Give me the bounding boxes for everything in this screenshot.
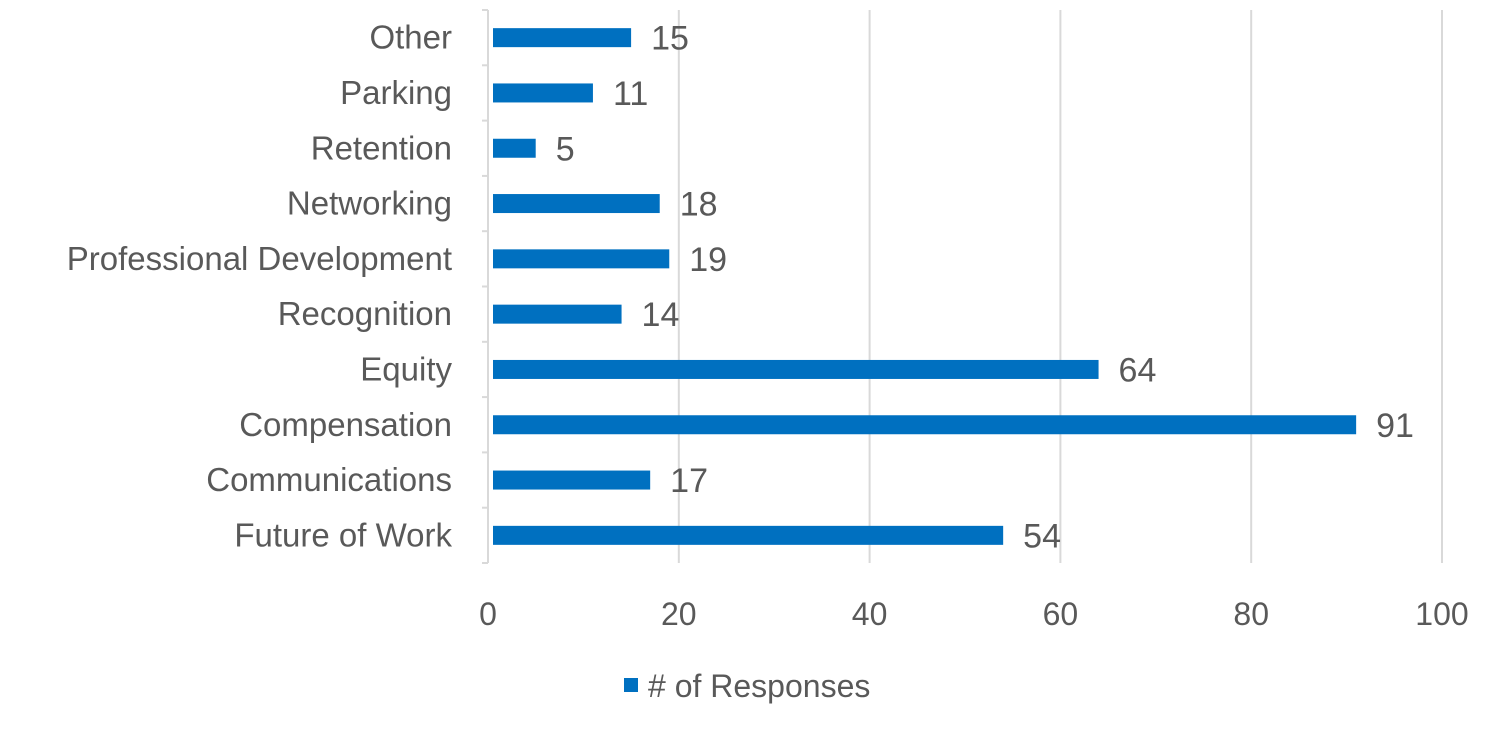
- x-tick-label: 0: [479, 596, 497, 632]
- x-tick-label: 60: [1043, 596, 1079, 632]
- category-label: Recognition: [278, 295, 452, 332]
- category-label: Parking: [340, 74, 452, 111]
- data-label: 17: [670, 462, 708, 500]
- category-label: Professional Development: [67, 240, 452, 277]
- data-label: 19: [689, 241, 727, 279]
- bar: [493, 194, 660, 214]
- data-label: 5: [556, 130, 575, 168]
- bar: [493, 249, 670, 269]
- data-label: 91: [1376, 407, 1414, 445]
- data-label: 15: [651, 20, 689, 58]
- data-label: 14: [642, 296, 680, 334]
- category-label: Other: [369, 19, 452, 56]
- bar: [493, 359, 1099, 379]
- category-label: Networking: [287, 185, 452, 222]
- legend-swatch: [624, 678, 638, 692]
- category-label: Future of Work: [234, 516, 452, 553]
- bar: [493, 415, 1357, 435]
- category-label: Retention: [311, 129, 452, 166]
- category-label: Communications: [206, 461, 452, 498]
- category-label: Compensation: [239, 406, 452, 443]
- data-label: 11: [613, 75, 648, 113]
- bars-layer: [493, 28, 1357, 545]
- bar: [493, 83, 593, 103]
- x-tick-label: 100: [1415, 596, 1468, 632]
- legend: # of Responses: [624, 668, 870, 704]
- bar: [493, 525, 1004, 545]
- axis-layer: 0 20 40 60 80 100: [479, 9, 1469, 632]
- category-label: Equity: [360, 350, 452, 387]
- data-label: 18: [680, 186, 718, 224]
- bar: [493, 138, 536, 158]
- data-label: 54: [1023, 517, 1061, 555]
- bar: [493, 304, 622, 324]
- legend-label: # of Responses: [648, 668, 870, 704]
- labels-layer: Other 15 Parking 11 Retention 5 Networking 18 Pr…: [67, 19, 1414, 556]
- x-tick-label: 80: [1233, 596, 1269, 632]
- bar: [493, 28, 632, 48]
- x-tick-label: 20: [661, 596, 697, 632]
- bar: [493, 470, 651, 490]
- data-label: 64: [1119, 351, 1157, 389]
- grid-layer: [677, 10, 1443, 563]
- x-tick-label: 40: [852, 596, 888, 632]
